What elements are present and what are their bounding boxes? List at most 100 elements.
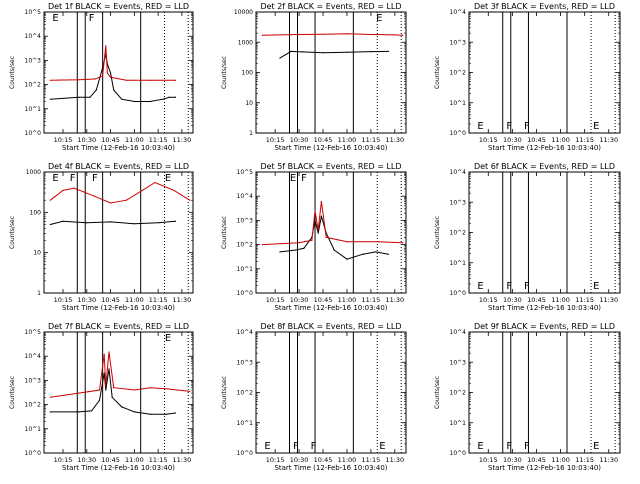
panel-4-xtick-label: 11:00 <box>125 296 144 304</box>
panel-7-ytick-label: 10^2 <box>25 402 42 409</box>
panel-1-point <box>149 79 151 81</box>
panel-6-ylabel: Counts/sec <box>434 216 441 249</box>
panel-4-xtick-label: 10:45 <box>101 296 120 304</box>
panel-5-title: Det 5f BLACK = Events, RED = LLD <box>260 162 401 171</box>
panel-8-frame <box>255 331 407 454</box>
panel-7-xtick-label: 11:00 <box>125 456 144 464</box>
panel-7-point <box>49 411 51 413</box>
panel-4-point <box>62 220 64 222</box>
panel-2-xtick-label: 11:00 <box>338 136 357 144</box>
panel-2-point <box>370 33 372 36</box>
panel-2-point <box>346 51 348 53</box>
panel-2-xtick-label: 10:30 <box>290 136 309 144</box>
panel-8-ytick-label: 10^1 <box>237 420 254 427</box>
panel-5-point <box>375 251 377 253</box>
panel-6-ytick-label: 10^4 <box>450 169 467 176</box>
panel-7-ytick-label: 10^4 <box>25 353 42 360</box>
panel-7-ytick-label: 10^5 <box>25 329 42 336</box>
panel-7-point <box>78 392 80 394</box>
panel-3-xtick-label: 10:30 <box>503 136 522 144</box>
panel-4-point <box>49 223 51 226</box>
panel-9-ytick-label: 10^3 <box>450 359 467 366</box>
panel-4-frame <box>43 171 194 294</box>
panel-2-series-lld <box>262 33 403 36</box>
panel-4-marker-label: E <box>165 173 171 184</box>
panel-2-point <box>322 33 324 35</box>
panel-1-point <box>105 45 107 47</box>
panel-7-xtick-label: 10:45 <box>101 456 120 464</box>
panel-5-point <box>320 215 323 217</box>
panel-3-ytick-label: 10^4 <box>450 9 467 16</box>
panel-6-xtick-label: 11:00 <box>551 296 570 304</box>
panel-5-point <box>320 200 323 203</box>
panel-9-ytick-label: 10^4 <box>450 329 467 336</box>
panel-6-xtick-label: 11:30 <box>599 296 618 304</box>
panel-1-point <box>174 79 177 81</box>
panel-5-point <box>298 242 300 244</box>
panel-2-series-events <box>279 50 389 59</box>
panel-5-xtick-label: 10:45 <box>314 296 333 304</box>
panel-2-xtick-label: 10:45 <box>314 136 333 144</box>
panel-2-ytick-label: 10000 <box>234 9 253 16</box>
panel-9-ytick-label: 10^1 <box>450 420 467 427</box>
panel-9-title: Det 9f BLACK = Events, RED = LLD <box>474 322 615 331</box>
panel-8-ytick-label: 10^2 <box>237 390 254 397</box>
panel-4-point <box>109 221 112 223</box>
panel-2-point <box>279 57 281 59</box>
panel-6-xtick-label: 10:15 <box>479 296 498 304</box>
panel-5-point <box>402 242 404 244</box>
panel-6-ytick-label: 10^2 <box>450 230 467 237</box>
panel-1-point <box>174 96 177 98</box>
panel-1-point <box>89 96 91 98</box>
panel-5-point <box>261 244 263 246</box>
panel-2-point <box>301 51 303 53</box>
panel-4-point <box>154 181 156 184</box>
panel-3-marker-label: E <box>593 121 599 132</box>
panel-8-xtick-label: 11:00 <box>338 456 357 464</box>
panel-5-ytick-label: 10^3 <box>237 217 254 224</box>
panel-1-ylabel: Counts/sec <box>9 56 16 89</box>
panel-5-xtick-label: 11:15 <box>362 296 381 304</box>
panel-2-point <box>370 51 372 53</box>
panel-6-marker-label: F <box>524 281 530 292</box>
panel-4-point <box>62 189 64 191</box>
panel-6-ytick-label: 10^0 <box>450 290 467 297</box>
panel-5-point <box>325 236 327 238</box>
panel-5-point <box>303 247 305 249</box>
panel-5-point <box>346 258 348 260</box>
panel-1-point <box>162 98 164 100</box>
panel-4-point <box>173 189 175 191</box>
panel-9-marker-label: E <box>477 441 483 452</box>
panel-9-xtick-label: 11:30 <box>599 456 618 464</box>
panel-1-point <box>106 72 109 74</box>
panel-3-ylabel: Counts/sec <box>434 56 441 89</box>
panel-7-point <box>108 368 110 370</box>
panel-7-xtick-label: 10:30 <box>77 456 96 464</box>
panel-7-series-lld <box>50 351 190 398</box>
panel-2-point <box>290 50 292 52</box>
panel-7-point <box>78 411 80 413</box>
panel-7-point <box>165 388 167 390</box>
panel-7-point <box>98 389 101 391</box>
panel-1-xtick-label: 10:15 <box>54 136 73 144</box>
panel-4-ytick-label: 1000 <box>26 169 41 176</box>
panel-5-ytick-label: 10^5 <box>237 169 254 176</box>
panel-4-point <box>94 195 96 197</box>
panel-9-xtick-label: 11:15 <box>575 456 594 464</box>
panel-4-ylabel: Counts/sec <box>9 216 16 249</box>
panel-3-xtick-label: 10:45 <box>527 136 546 144</box>
panel-6-title: Det 6f BLACK = Events, RED = LLD <box>474 162 615 171</box>
panel-3-frame <box>468 11 621 134</box>
panel-3-title: Det 3f BLACK = Events, RED = LLD <box>474 2 615 11</box>
panel-4-point <box>157 222 159 224</box>
panel-7-point <box>174 412 177 414</box>
panel-1-point <box>121 98 123 100</box>
panel-2-ytick-label: 1000 <box>238 39 253 46</box>
panel-5-point <box>362 253 364 255</box>
panel-6-ytick-label: 10^3 <box>450 199 467 206</box>
panel-5-ytick-label: 10^0 <box>237 290 254 297</box>
panel-7-point <box>111 396 113 398</box>
panel-5-point <box>314 219 316 221</box>
